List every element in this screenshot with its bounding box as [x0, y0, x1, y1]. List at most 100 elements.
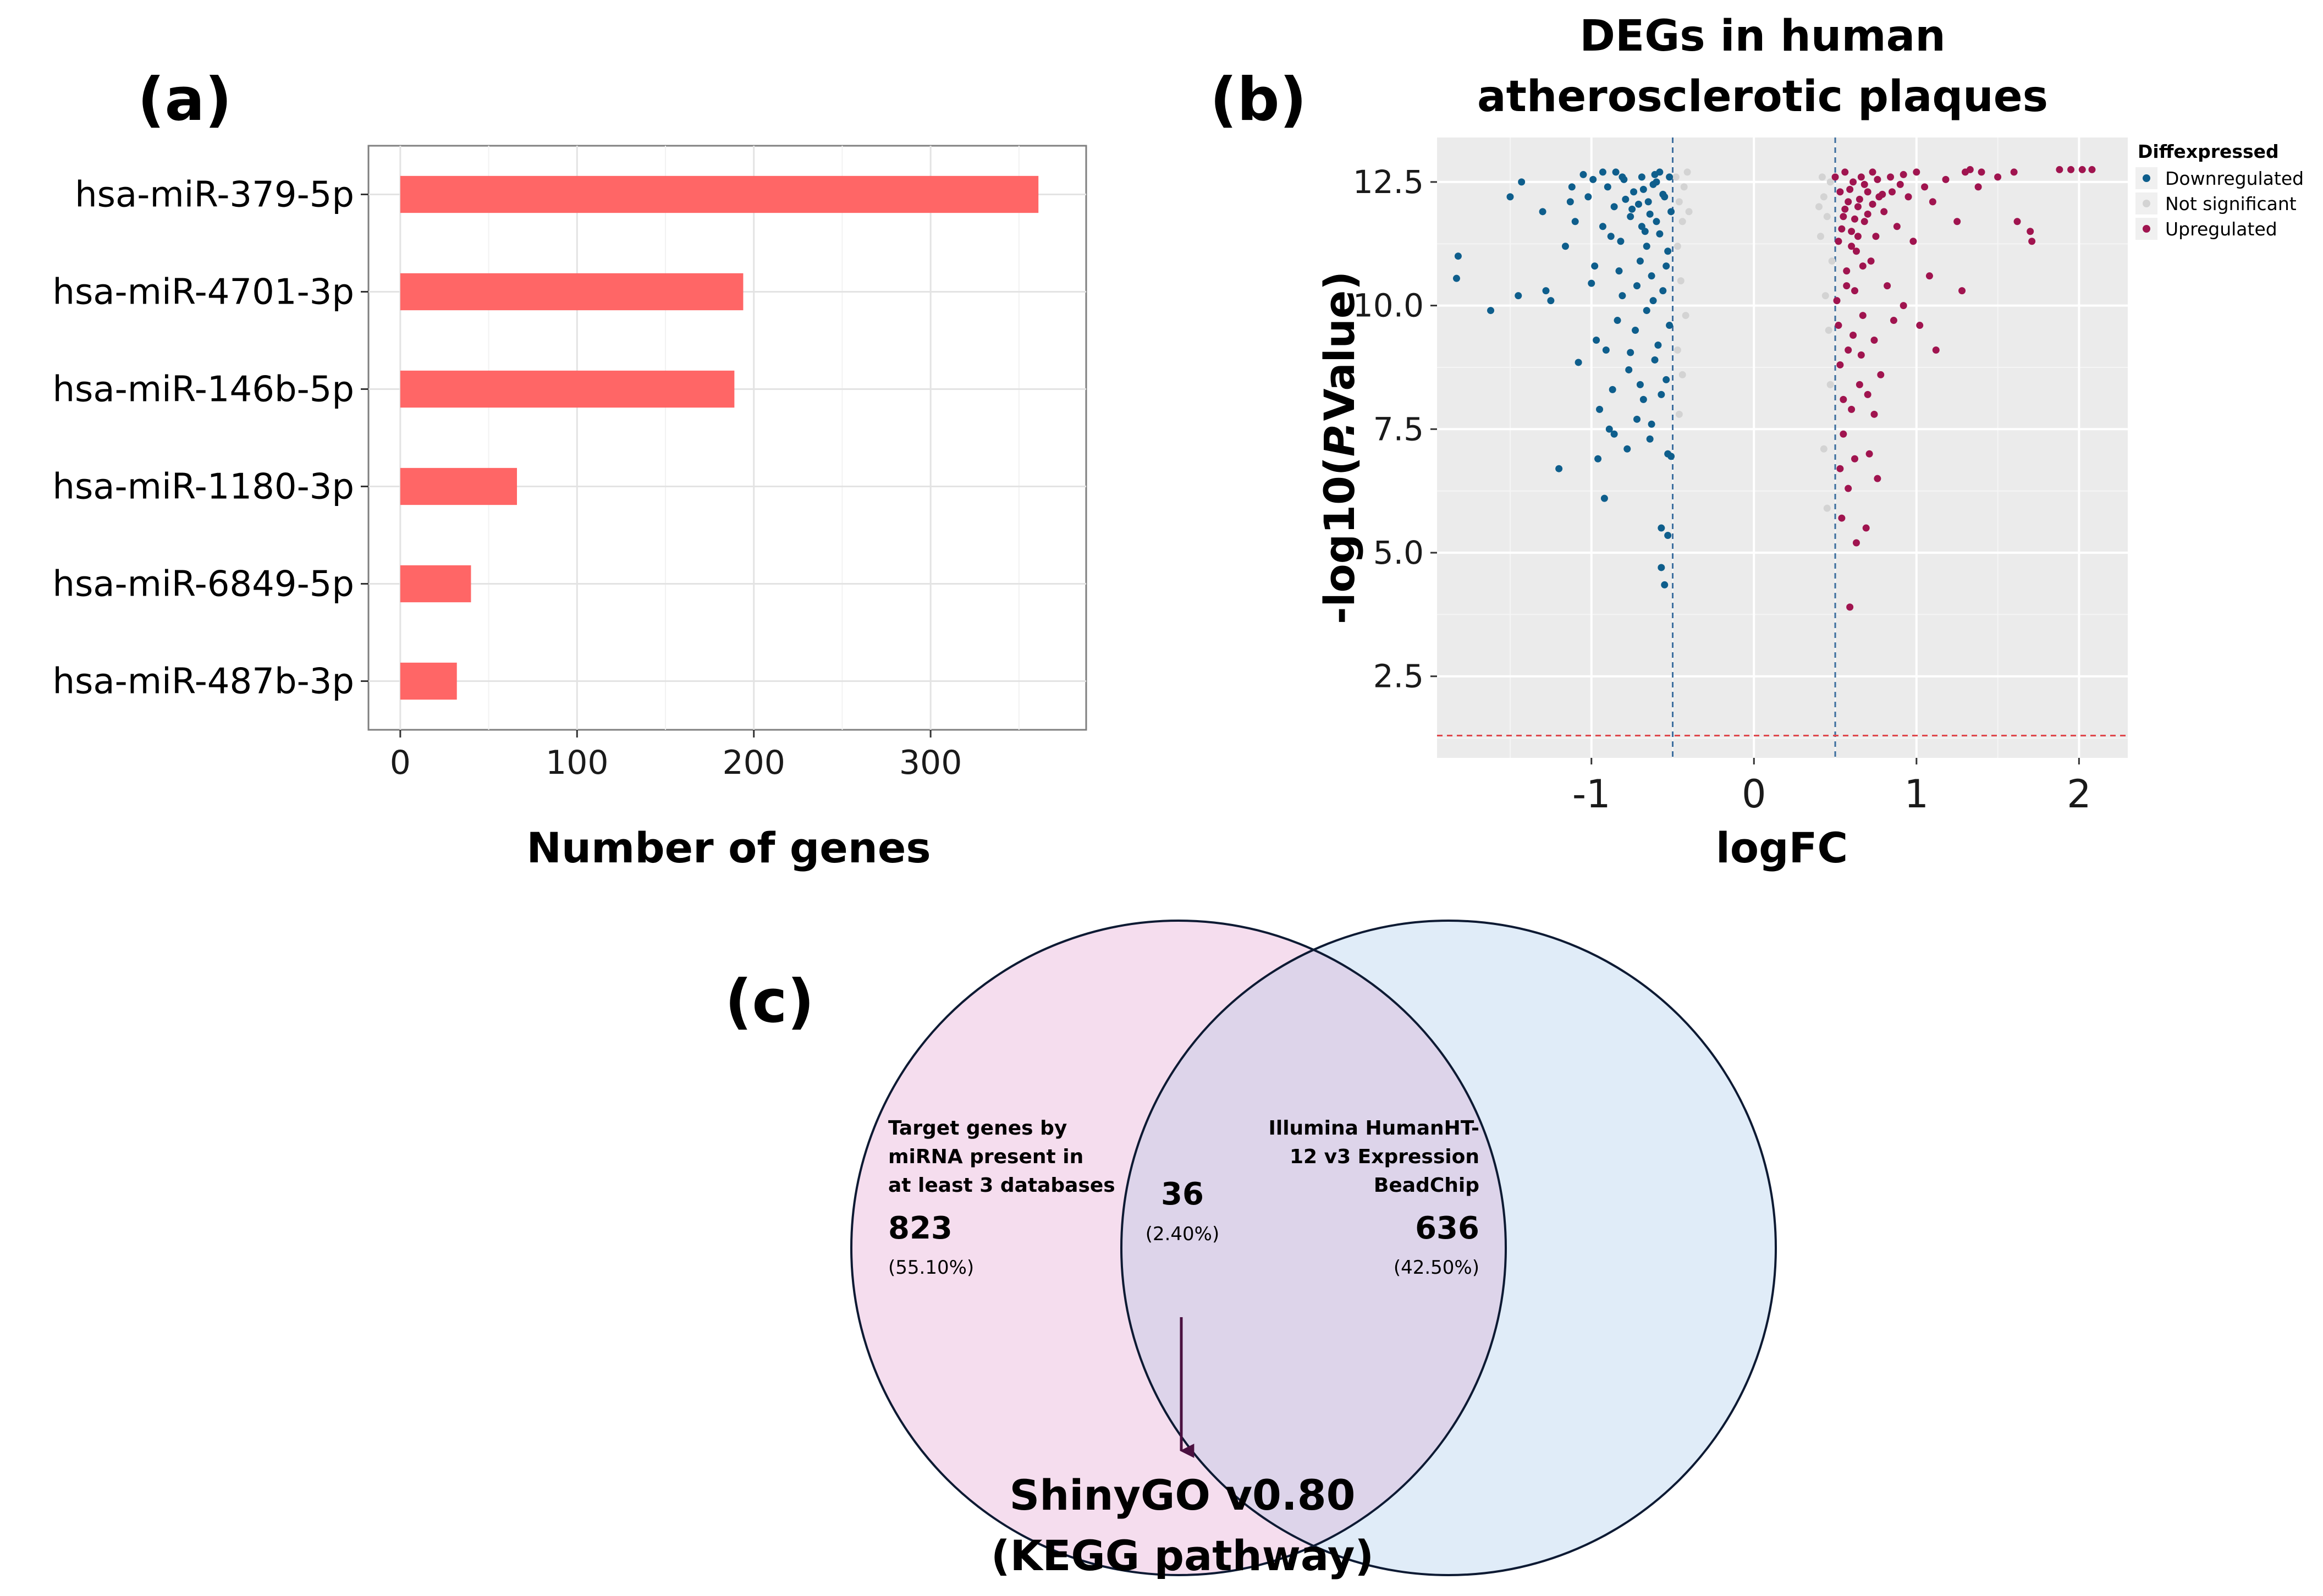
point-upregulated [1864, 390, 1871, 398]
volcano-y-tick-label: 12.5 [1353, 163, 1424, 201]
point-downregulated [1648, 420, 1655, 428]
point-downregulated [1588, 279, 1595, 287]
point-upregulated [1856, 195, 1863, 203]
category-label: hsa-miR-4701-3p [52, 272, 354, 313]
point-upregulated [1836, 361, 1844, 368]
point-upregulated [1848, 405, 1856, 413]
point-downregulated [1599, 168, 1606, 176]
point-upregulated [2028, 238, 2036, 245]
point-downregulated [1666, 173, 1674, 181]
point-downregulated [1651, 170, 1659, 178]
point-upregulated [1851, 215, 1859, 223]
point-upregulated [1841, 168, 1849, 176]
bar-chart-x-axis-title: Number of genes [526, 823, 931, 872]
tool-name-line-2: (KEGG pathway) [991, 1531, 1374, 1580]
point-downregulated [1555, 465, 1563, 472]
point-downregulated [1658, 524, 1665, 532]
point-upregulated [1932, 346, 1940, 354]
point-upregulated [2013, 218, 2021, 225]
point-downregulated [1646, 435, 1654, 443]
point-downregulated [1664, 247, 1672, 255]
point-upregulated [1874, 475, 1881, 482]
venn-right-percentage: (42.50%) [1394, 1257, 1479, 1279]
volcano-y-tick-label: 10.0 [1353, 287, 1424, 324]
point-upregulated [1856, 381, 1863, 388]
point-not-significant [1678, 371, 1686, 378]
point-upregulated [1851, 287, 1859, 295]
point-downregulated [1584, 193, 1592, 201]
point-downregulated [1639, 395, 1647, 403]
volcano-x-tick-label: -1 [1572, 772, 1611, 817]
category-label: hsa-miR-487b-3p [52, 662, 354, 702]
volcano-y-tick-label: 7.5 [1373, 410, 1424, 448]
volcano-plot-area [1437, 137, 2128, 758]
point-upregulated [1887, 173, 1895, 181]
venn-left-count: 823 [888, 1210, 953, 1246]
point-downregulated [1615, 267, 1623, 275]
volcano-x-ticks: -1 0 1 2 [1572, 758, 2091, 817]
point-upregulated [1845, 198, 1852, 206]
point-upregulated [1833, 297, 1841, 305]
point-downregulated [1634, 200, 1642, 208]
point-downregulated [1658, 564, 1665, 571]
point-upregulated [1890, 317, 1897, 324]
point-upregulated [1838, 514, 1846, 522]
point-downregulated [1617, 238, 1625, 245]
point-upregulated [1859, 262, 1867, 270]
point-downregulated [1633, 415, 1641, 423]
point-not-significant [1815, 203, 1823, 211]
point-downregulated [1619, 292, 1626, 300]
point-downregulated [1579, 170, 1587, 178]
panel-label-a: (a) [137, 65, 232, 134]
point-downregulated [1653, 218, 1660, 225]
point-upregulated [1929, 198, 1936, 206]
point-upregulated [1872, 233, 1880, 240]
point-upregulated [2067, 166, 2075, 173]
point-downregulated [1561, 243, 1569, 250]
point-upregulated [1836, 465, 1844, 472]
bar-chart-x-ticks: 0 100 200 300 [390, 730, 962, 782]
bar-chart-x-tick-label: 300 [899, 744, 962, 782]
bar-chart: hsa-miR-379-5p hsa-miR-4701-3p hsa-miR-146… [52, 145, 1087, 872]
point-downregulated [1600, 494, 1608, 502]
point-not-significant [1820, 445, 1827, 453]
point-downregulated [1487, 307, 1495, 315]
point-downregulated [1625, 366, 1633, 373]
venn-left-outline [850, 920, 1507, 1576]
panel-label-c: (c) [725, 967, 814, 1036]
point-downregulated [1609, 386, 1616, 393]
legend-title: Diffexpressed [2138, 141, 2279, 162]
point-upregulated [1916, 322, 1924, 329]
point-downregulated [1612, 168, 1620, 176]
point-downregulated [1610, 203, 1618, 211]
point-upregulated [1852, 539, 1860, 547]
point-not-significant [1675, 198, 1683, 206]
point-upregulated [1864, 210, 1871, 218]
point-upregulated [1884, 282, 1891, 290]
point-downregulated [1594, 455, 1602, 463]
point-not-significant [1820, 193, 1827, 201]
point-upregulated [2010, 168, 2018, 176]
tool-name-line-1: ShinyGO v0.80 [1009, 1471, 1355, 1520]
volcano-y-axis-title: -log10(P.Value) [1315, 271, 1364, 624]
point-downregulated [1656, 230, 1664, 238]
point-upregulated [1864, 188, 1871, 196]
point-not-significant [1821, 292, 1829, 300]
point-downregulated [1627, 349, 1634, 356]
bar-hsa-miR-379-5p [400, 175, 1039, 213]
bar-hsa-miR-4701-3p [400, 273, 744, 311]
point-upregulated [1896, 180, 1904, 188]
bar-chart-x-tick-label: 0 [390, 744, 411, 782]
point-not-significant [1685, 208, 1693, 216]
legend-key-not-significant [2143, 200, 2150, 207]
panel-label-b: (b) [1210, 65, 1307, 134]
point-downregulated [1454, 252, 1462, 260]
point-downregulated [1632, 327, 1639, 334]
point-not-significant [1675, 410, 1683, 418]
point-not-significant [1828, 257, 1836, 265]
point-downregulated [1648, 272, 1655, 280]
point-downregulated [1653, 178, 1660, 186]
venn-right-label-line-3: BeadChip [1374, 1174, 1479, 1197]
point-downregulated [1622, 195, 1630, 203]
point-downregulated [1593, 337, 1600, 344]
